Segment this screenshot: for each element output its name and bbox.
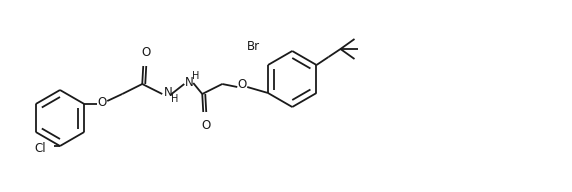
- Text: O: O: [98, 97, 107, 109]
- Text: Br: Br: [247, 40, 260, 53]
- Text: H: H: [192, 71, 200, 81]
- Text: O: O: [142, 46, 151, 59]
- Text: Cl: Cl: [34, 142, 46, 155]
- Text: O: O: [237, 78, 247, 90]
- Text: N: N: [164, 85, 173, 98]
- Text: H: H: [171, 94, 178, 104]
- Text: O: O: [201, 119, 211, 132]
- Text: N: N: [185, 75, 194, 89]
